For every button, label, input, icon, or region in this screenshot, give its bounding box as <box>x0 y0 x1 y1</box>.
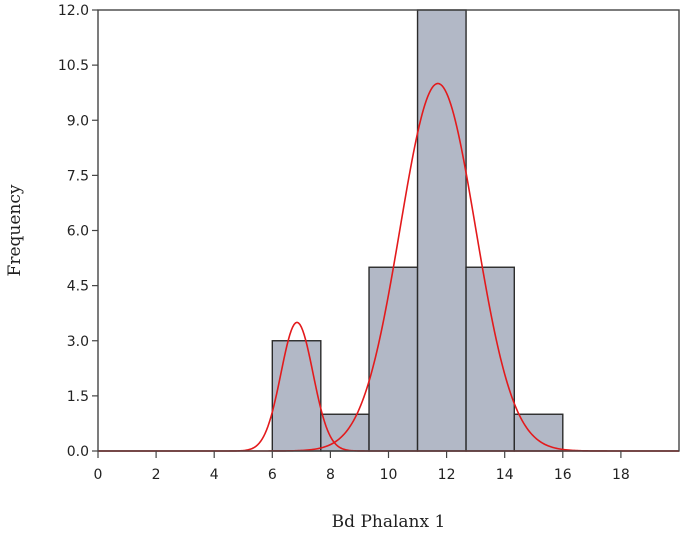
y-tick-label: 1.5 <box>67 389 89 405</box>
y-axis-title: Frequency <box>5 184 25 276</box>
x-tick-label: 2 <box>152 467 161 483</box>
x-tick-label: 12 <box>438 467 456 483</box>
x-tick-label: 8 <box>326 467 335 483</box>
x-tick-label: 10 <box>380 467 398 483</box>
y-tick-label: 4.5 <box>67 279 89 295</box>
y-tick-label: 9.0 <box>67 113 89 129</box>
x-tick-label: 14 <box>496 467 514 483</box>
x-tick-label: 4 <box>210 467 219 483</box>
histogram-bar <box>465 266 515 452</box>
histogram-bar <box>271 340 322 452</box>
x-tick-label: 16 <box>554 467 572 483</box>
histogram-bar <box>416 9 467 452</box>
x-tick-label: 0 <box>94 467 103 483</box>
x-tick-label: 18 <box>612 467 630 483</box>
y-tick-label: 0.0 <box>67 444 89 460</box>
y-axis-ticks: 0.0 1.5 3.0 4.5 6.0 7.5 9.0 10.5 12.0 <box>58 3 98 460</box>
y-tick-label: 10.5 <box>58 58 89 74</box>
y-tick-label: 6.0 <box>67 224 89 240</box>
y-tick-label: 12.0 <box>58 3 89 19</box>
y-tick-label: 3.0 <box>67 334 89 350</box>
x-axis-title: Bd Phalanx 1 <box>332 512 446 532</box>
x-axis-ticks: 0 2 4 6 8 10 12 14 16 18 <box>94 451 630 483</box>
y-tick-label: 7.5 <box>67 168 89 184</box>
x-tick-label: 6 <box>268 467 277 483</box>
histogram-bar <box>368 266 419 452</box>
